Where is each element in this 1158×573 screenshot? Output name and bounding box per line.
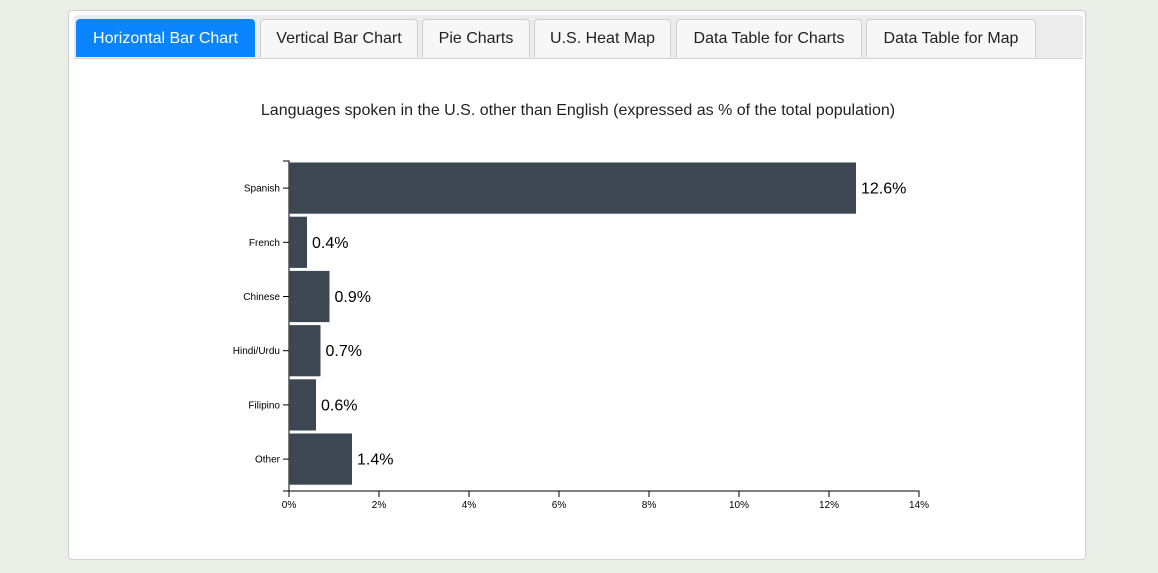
y-tick-label: Chinese bbox=[243, 292, 280, 303]
bar-filipino bbox=[289, 379, 316, 431]
tab-data-table-map[interactable]: Data Table for Map bbox=[866, 19, 1036, 57]
x-tick-label: 8% bbox=[642, 500, 657, 511]
bar-value-label: 12.6% bbox=[861, 181, 906, 198]
chart-title: Languages spoken in the U.S. other than … bbox=[260, 102, 896, 119]
bar-value-label: 1.4% bbox=[357, 452, 393, 469]
x-tick-label: 14% bbox=[909, 500, 929, 511]
y-tick-label: French bbox=[249, 238, 280, 249]
x-tick-label: 2% bbox=[372, 500, 387, 511]
x-tick-label: 10% bbox=[729, 500, 749, 511]
bar-spanish bbox=[289, 162, 856, 214]
bar-other bbox=[289, 433, 352, 485]
tab-vertical-bar-chart[interactable]: Vertical Bar Chart bbox=[260, 19, 418, 57]
bar-chinese bbox=[289, 270, 330, 323]
tab-data-table-charts[interactable]: Data Table for Charts bbox=[676, 19, 862, 57]
bar-french bbox=[289, 216, 307, 268]
bar-value-label: 0.7% bbox=[326, 343, 362, 360]
y-tick-label: Other bbox=[255, 455, 281, 466]
y-axis-line bbox=[283, 160, 290, 492]
x-axis-line bbox=[288, 490, 920, 497]
tab-horizontal-bar-chart[interactable]: Horizontal Bar Chart bbox=[76, 19, 255, 57]
y-tick-label: Spanish bbox=[244, 184, 280, 195]
bar-hindi-urdu bbox=[289, 325, 321, 377]
bar-value-label: 0.4% bbox=[312, 235, 348, 252]
x-tick-label: 0% bbox=[282, 500, 297, 511]
x-tick-label: 12% bbox=[819, 500, 839, 511]
tab-us-heat-map[interactable]: U.S. Heat Map bbox=[534, 19, 671, 57]
y-tick-label: Filipino bbox=[248, 400, 280, 411]
tab-pie-charts[interactable]: Pie Charts bbox=[422, 19, 530, 57]
horizontal-bar-chart: Spanish 12.6% French 0.4% Chinese 0.9% Hindi/U… bbox=[233, 160, 929, 511]
x-tick-label: 4% bbox=[462, 500, 477, 511]
x-tick-label: 6% bbox=[552, 500, 567, 511]
bar-value-label: 0.9% bbox=[335, 289, 371, 306]
chart-panel: Horizontal Bar Chart Vertical Bar Chart … bbox=[68, 10, 1086, 560]
tab-bar: Horizontal Bar Chart Vertical Bar Chart … bbox=[74, 15, 1083, 59]
y-tick-label: Hindi/Urdu bbox=[233, 346, 280, 357]
bar-value-label: 0.6% bbox=[321, 397, 357, 414]
